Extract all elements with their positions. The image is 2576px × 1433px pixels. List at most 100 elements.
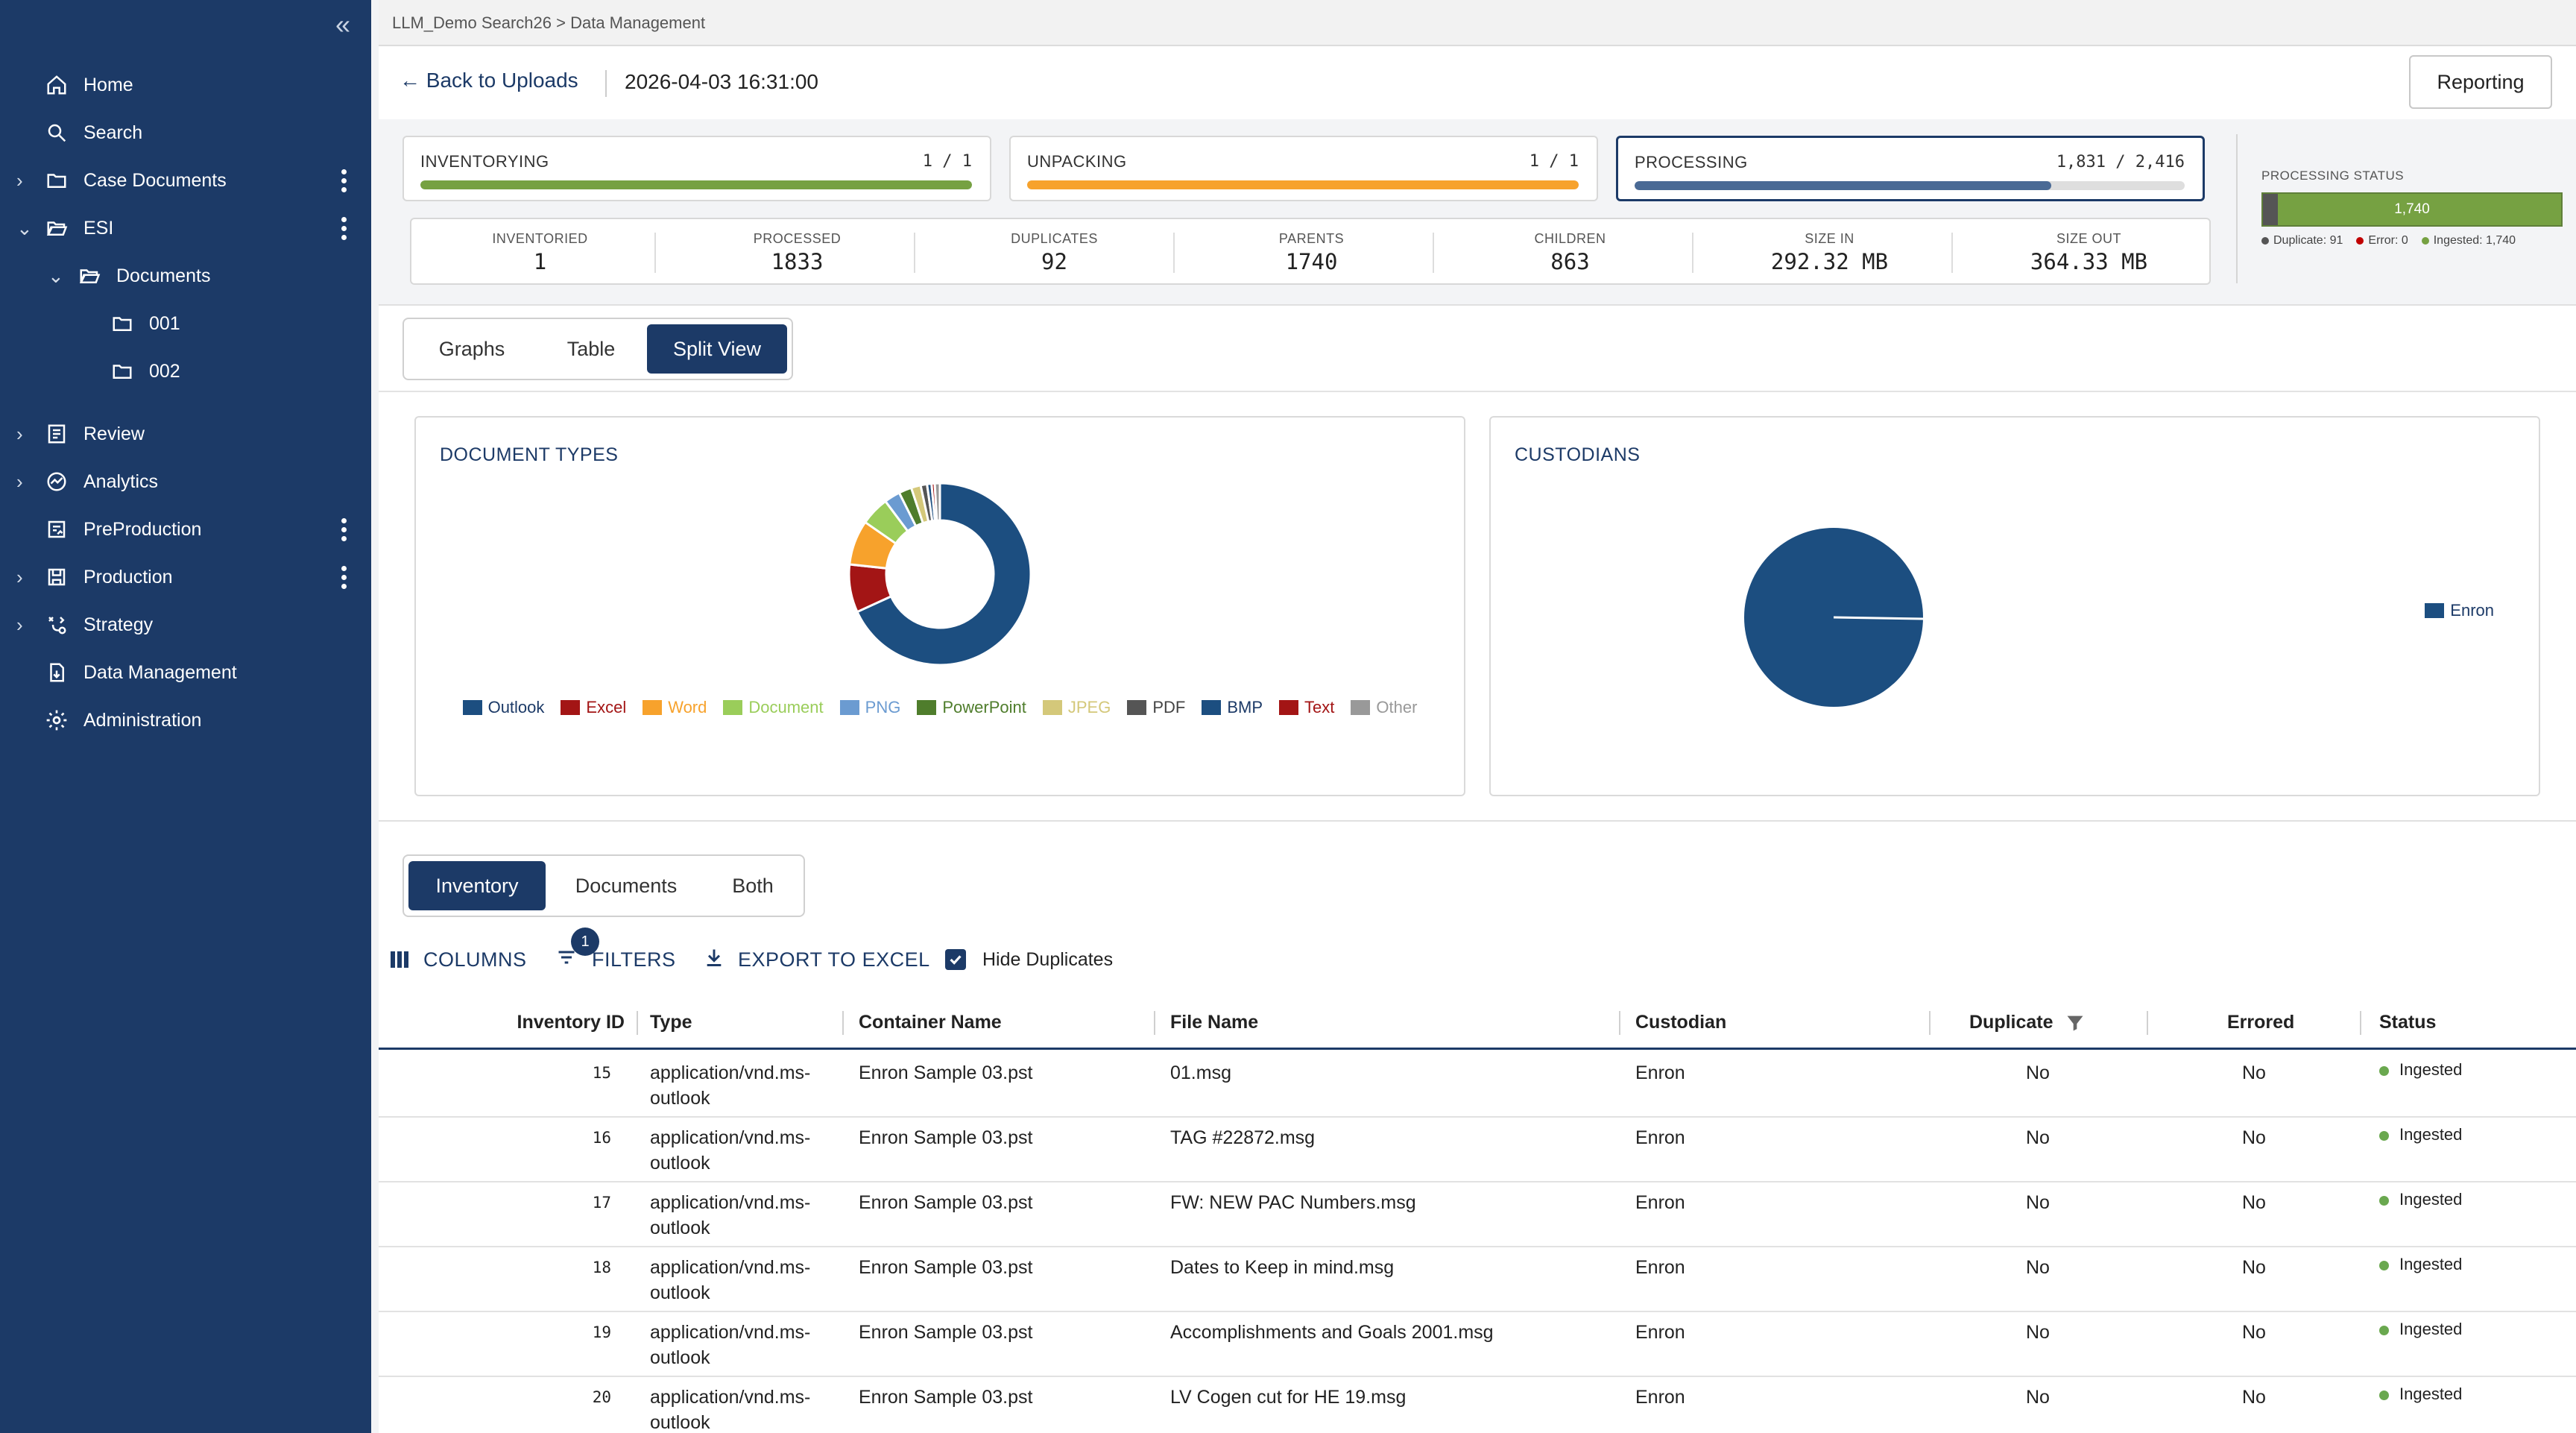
processing-card: PROCESSING 1,831 / 2,416 — [1616, 136, 2205, 201]
table-row[interactable]: 19 application/vnd.ms-outlook Enron Sample… — [379, 1312, 2576, 1377]
back-to-uploads-link[interactable]: ← Back to Uploads — [400, 69, 578, 92]
legend-item-other[interactable]: Other — [1351, 698, 1417, 717]
collapse-sidebar-icon[interactable]: « — [335, 9, 350, 40]
metric-value: 1740 — [1285, 249, 1338, 274]
processing-status-legend: Duplicate: 91 Error: 0 Ingested: 1,740 — [2261, 234, 2516, 248]
filters-button[interactable]: FILTERS — [555, 933, 676, 986]
legend-item-text[interactable]: Text — [1279, 698, 1334, 717]
legend-item-bmp[interactable]: BMP — [1202, 698, 1263, 717]
column-header-status[interactable]: Status — [2379, 1011, 2437, 1033]
cell-inventory-id: 19 — [592, 1323, 611, 1341]
sidebar-item-esi[interactable]: ⌄ ESI — [0, 204, 371, 252]
column-header-container-name[interactable]: Container Name — [859, 1011, 1002, 1033]
legend-item-pdf[interactable]: PDF — [1127, 698, 1185, 717]
sidebar-item-analytics[interactable]: › Analytics — [0, 458, 371, 506]
processing-progress-bar — [1635, 181, 2185, 190]
column-separator[interactable] — [842, 1011, 844, 1035]
more-options-icon[interactable] — [341, 169, 347, 192]
view-tabs: Graphs Table Split View — [402, 318, 793, 380]
column-header-inventory-id[interactable]: Inventory ID — [517, 1011, 625, 1033]
sidebar-item-001[interactable]: 001 — [0, 300, 371, 347]
column-separator[interactable] — [2147, 1011, 2148, 1035]
chevron-right-icon[interactable]: › — [16, 470, 23, 493]
legend-label: Outlook — [487, 698, 545, 716]
tab-inventory[interactable]: Inventory — [408, 861, 546, 910]
document-types-donut-chart[interactable] — [416, 447, 1464, 746]
legend-swatch — [561, 700, 581, 715]
column-separator[interactable] — [1619, 1011, 1620, 1035]
chevron-right-icon[interactable]: › — [16, 169, 23, 192]
column-separator[interactable] — [1929, 1011, 1931, 1035]
cell-container-name: Enron Sample 03.pst — [859, 1257, 1033, 1278]
donut-slice-other[interactable] — [933, 482, 941, 522]
legend-item-document[interactable]: Document — [723, 698, 824, 717]
more-options-icon[interactable] — [341, 517, 347, 541]
cell-custodian: Enron — [1635, 1192, 1685, 1213]
chevron-down-icon[interactable]: ⌄ — [16, 216, 33, 239]
legend-item-outlook[interactable]: Outlook — [462, 698, 545, 717]
sidebar-item-documents[interactable]: ⌄ Documents — [0, 252, 371, 300]
sidebar-item-administration[interactable]: Administration — [0, 696, 371, 744]
column-separator[interactable] — [2360, 1011, 2361, 1035]
legend-item-powerpoint[interactable]: PowerPoint — [917, 698, 1026, 717]
reporting-button[interactable]: Reporting — [2409, 55, 2552, 109]
metric-value: 364.33 MB — [2030, 249, 2148, 274]
table-row[interactable]: 16 application/vnd.ms-outlook Enron Sample… — [379, 1118, 2576, 1182]
cell-errored: No — [2242, 1062, 2266, 1083]
hide-duplicates-checkbox[interactable] — [945, 949, 966, 970]
sidebar-item-preproduction[interactable]: PreProduction — [0, 506, 371, 553]
status-dot — [2379, 1260, 2389, 1270]
sidebar-item-data-management[interactable]: Data Management — [0, 649, 371, 696]
sidebar-item-002[interactable]: 002 — [0, 347, 371, 395]
legend-item-png[interactable]: PNG — [839, 698, 900, 717]
tab-graphs[interactable]: Graphs — [438, 337, 505, 360]
chevron-right-icon[interactable]: › — [16, 565, 23, 588]
table-row[interactable]: 18 application/vnd.ms-outlook Enron Sample… — [379, 1247, 2576, 1312]
processing-status-bar[interactable]: 1,740 — [2261, 192, 2563, 227]
export-to-excel-button[interactable]: EXPORT TO EXCEL — [704, 933, 930, 986]
column-separator[interactable] — [637, 1011, 638, 1035]
table-row[interactable]: 15 application/vnd.ms-outlook Enron Sample… — [379, 1053, 2576, 1118]
divider — [914, 233, 915, 273]
divider — [605, 70, 607, 97]
filter-active-icon[interactable] — [2065, 1012, 2086, 1037]
cell-custodian: Enron — [1635, 1322, 1685, 1343]
column-header-type[interactable]: Type — [650, 1011, 692, 1033]
more-options-icon[interactable] — [341, 216, 347, 240]
tab-split-view[interactable]: Split View — [647, 324, 787, 374]
legend-item-jpeg[interactable]: JPEG — [1042, 698, 1111, 717]
column-header-errored[interactable]: Errored — [2227, 1011, 2295, 1033]
column-separator[interactable] — [1154, 1011, 1155, 1035]
chevron-right-icon[interactable]: › — [16, 422, 23, 445]
status-dot — [2379, 1195, 2389, 1206]
column-header-duplicate[interactable]: Duplicate — [1969, 1011, 2053, 1033]
sidebar-item-search[interactable]: Search — [0, 109, 371, 157]
legend-item-enron[interactable]: Enron — [2425, 601, 2494, 620]
breadcrumb[interactable]: LLM_Demo Search26 > Data Management — [379, 0, 2576, 46]
chevron-right-icon[interactable]: › — [16, 613, 23, 636]
tab-table[interactable]: Table — [566, 337, 616, 360]
custodians-pie-chart[interactable] — [1491, 447, 2539, 760]
cell-type-line: application/vnd.ms- — [650, 1127, 811, 1148]
column-header-custodian[interactable]: Custodian — [1635, 1011, 1727, 1033]
donut-slice-outlook[interactable] — [856, 482, 1032, 667]
table-row[interactable]: 17 application/vnd.ms-outlook Enron Sample… — [379, 1182, 2576, 1247]
chevron-down-icon[interactable]: ⌄ — [48, 264, 64, 287]
sidebar-item-production[interactable]: › Production — [0, 553, 371, 601]
sidebar-item-strategy[interactable]: › Strategy — [0, 601, 371, 649]
legend-item-excel[interactable]: Excel — [561, 698, 626, 717]
tab-both[interactable]: Both — [732, 874, 774, 897]
columns-button[interactable]: COLUMNS — [391, 933, 527, 986]
table-row[interactable]: 20 application/vnd.ms-outlook Enron Sample… — [379, 1377, 2576, 1433]
sidebar-item-review[interactable]: › Review — [0, 410, 371, 458]
sidebar-item-case-documents[interactable]: › Case Documents — [0, 157, 371, 204]
column-header-file-name[interactable]: File Name — [1170, 1011, 1259, 1033]
more-options-icon[interactable] — [341, 565, 347, 589]
inventorying-label: INVENTORYING — [420, 152, 549, 171]
divider — [1433, 233, 1434, 273]
legend-item-word[interactable]: Word — [643, 698, 707, 717]
filter-icon — [555, 947, 578, 973]
tab-documents[interactable]: Documents — [575, 874, 678, 897]
hide-duplicates-toggle[interactable]: Hide Duplicates — [945, 933, 1113, 986]
sidebar-item-home[interactable]: Home — [0, 61, 371, 109]
